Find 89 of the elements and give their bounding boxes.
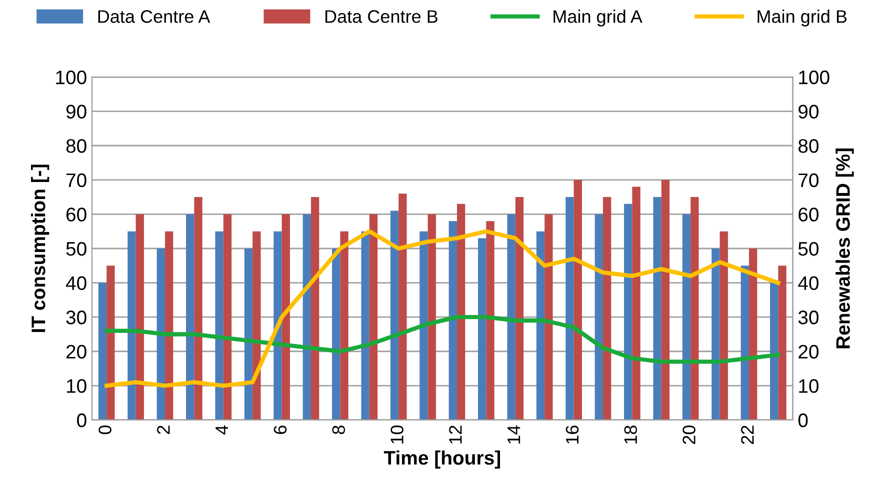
- y-axis-title: IT consumption [-]: [31, 164, 50, 332]
- y2-tick-label: 30: [798, 310, 819, 324]
- line-series: [104, 315, 780, 364]
- legend-label: Data Centre B: [325, 10, 438, 23]
- bar: [456, 204, 466, 420]
- bar: [398, 194, 407, 420]
- bar: [448, 221, 457, 420]
- bar: [194, 197, 202, 420]
- bar: [594, 214, 603, 420]
- bar: [602, 197, 612, 420]
- y2-tick-label: 100: [799, 70, 830, 84]
- x-tick-label: 16: [566, 426, 579, 444]
- x-tick-label: 10: [390, 426, 404, 444]
- bar: [486, 221, 494, 420]
- bar: [748, 248, 758, 420]
- bar: [478, 238, 486, 420]
- y2-axis-title: Renewables GRID [%]: [836, 148, 854, 348]
- bar: [653, 197, 662, 420]
- y2-tick-label: 90: [798, 104, 819, 119]
- bar: [128, 231, 136, 420]
- y-tick-label: 60: [66, 208, 86, 222]
- bar: [164, 231, 174, 420]
- bar: [420, 231, 428, 420]
- bar: [778, 266, 786, 420]
- x-tick-label: 6: [274, 426, 287, 434]
- y2-tick-label: 60: [798, 208, 819, 222]
- line-series: [104, 229, 780, 388]
- bar: [369, 214, 378, 420]
- bar: [136, 214, 144, 420]
- bar: [215, 231, 224, 420]
- bar: [720, 231, 728, 420]
- bar: [106, 266, 115, 420]
- x-tick-label: 4: [216, 425, 228, 434]
- y2-tick-label: 80: [798, 139, 819, 153]
- bar: [770, 282, 778, 420]
- y-tick-label: 50: [66, 242, 86, 256]
- bar: [566, 197, 574, 420]
- bar: [302, 214, 311, 420]
- x-tick-label: 22: [741, 426, 754, 444]
- bar: [310, 197, 320, 420]
- bar: [282, 214, 290, 420]
- bar: [223, 214, 232, 420]
- y-tick-label: 80: [66, 139, 86, 153]
- x-tick-label: 8: [332, 426, 346, 434]
- x-axis-title: Time [hours]: [384, 450, 500, 469]
- bar: [340, 231, 348, 420]
- x-tick-label: 18: [624, 426, 638, 444]
- bar: [624, 204, 632, 420]
- y-tick-label: 100: [56, 70, 86, 84]
- bar: [574, 180, 582, 420]
- bar: [507, 214, 516, 420]
- bar: [244, 248, 253, 420]
- bar: [186, 214, 194, 420]
- bar: [156, 248, 165, 420]
- bar: [332, 248, 340, 420]
- y-tick-label: 20: [66, 344, 86, 359]
- y-tick-label: 10: [66, 379, 86, 393]
- bar: [252, 231, 261, 420]
- bar: [428, 214, 436, 420]
- bar: [390, 210, 399, 420]
- bar: [740, 266, 749, 420]
- bar: [515, 197, 524, 420]
- x-tick-label: 12: [449, 426, 462, 444]
- x-tick-label: 0: [98, 426, 112, 434]
- bar: [361, 231, 370, 420]
- y-tick-label: 40: [66, 276, 86, 290]
- bar: [544, 214, 553, 420]
- y2-tick-label: 50: [798, 242, 819, 256]
- y2-tick-label: 70: [798, 173, 819, 188]
- y-tick-label: 30: [66, 310, 86, 324]
- y2-tick-label: 10: [799, 379, 819, 393]
- legend-label: Data Centre A: [98, 10, 210, 23]
- bar: [536, 231, 545, 420]
- bar: [712, 248, 720, 420]
- legend-label: Main grid B: [758, 10, 847, 26]
- bar: [632, 186, 640, 420]
- y-tick-label: 70: [66, 173, 86, 188]
- legend-label: Main grid A: [554, 10, 642, 26]
- bar: [682, 214, 691, 420]
- y-tick-label: 90: [66, 104, 86, 119]
- bar: [661, 180, 670, 420]
- y2-tick-label: 20: [798, 344, 819, 359]
- bar: [98, 282, 107, 420]
- bar: [274, 231, 282, 420]
- x-tick-label: 14: [508, 425, 520, 444]
- x-tick-label: 20: [682, 426, 696, 444]
- y2-tick-label: 40: [798, 276, 819, 290]
- bar: [690, 197, 699, 420]
- x-tick-label: 2: [157, 426, 170, 434]
